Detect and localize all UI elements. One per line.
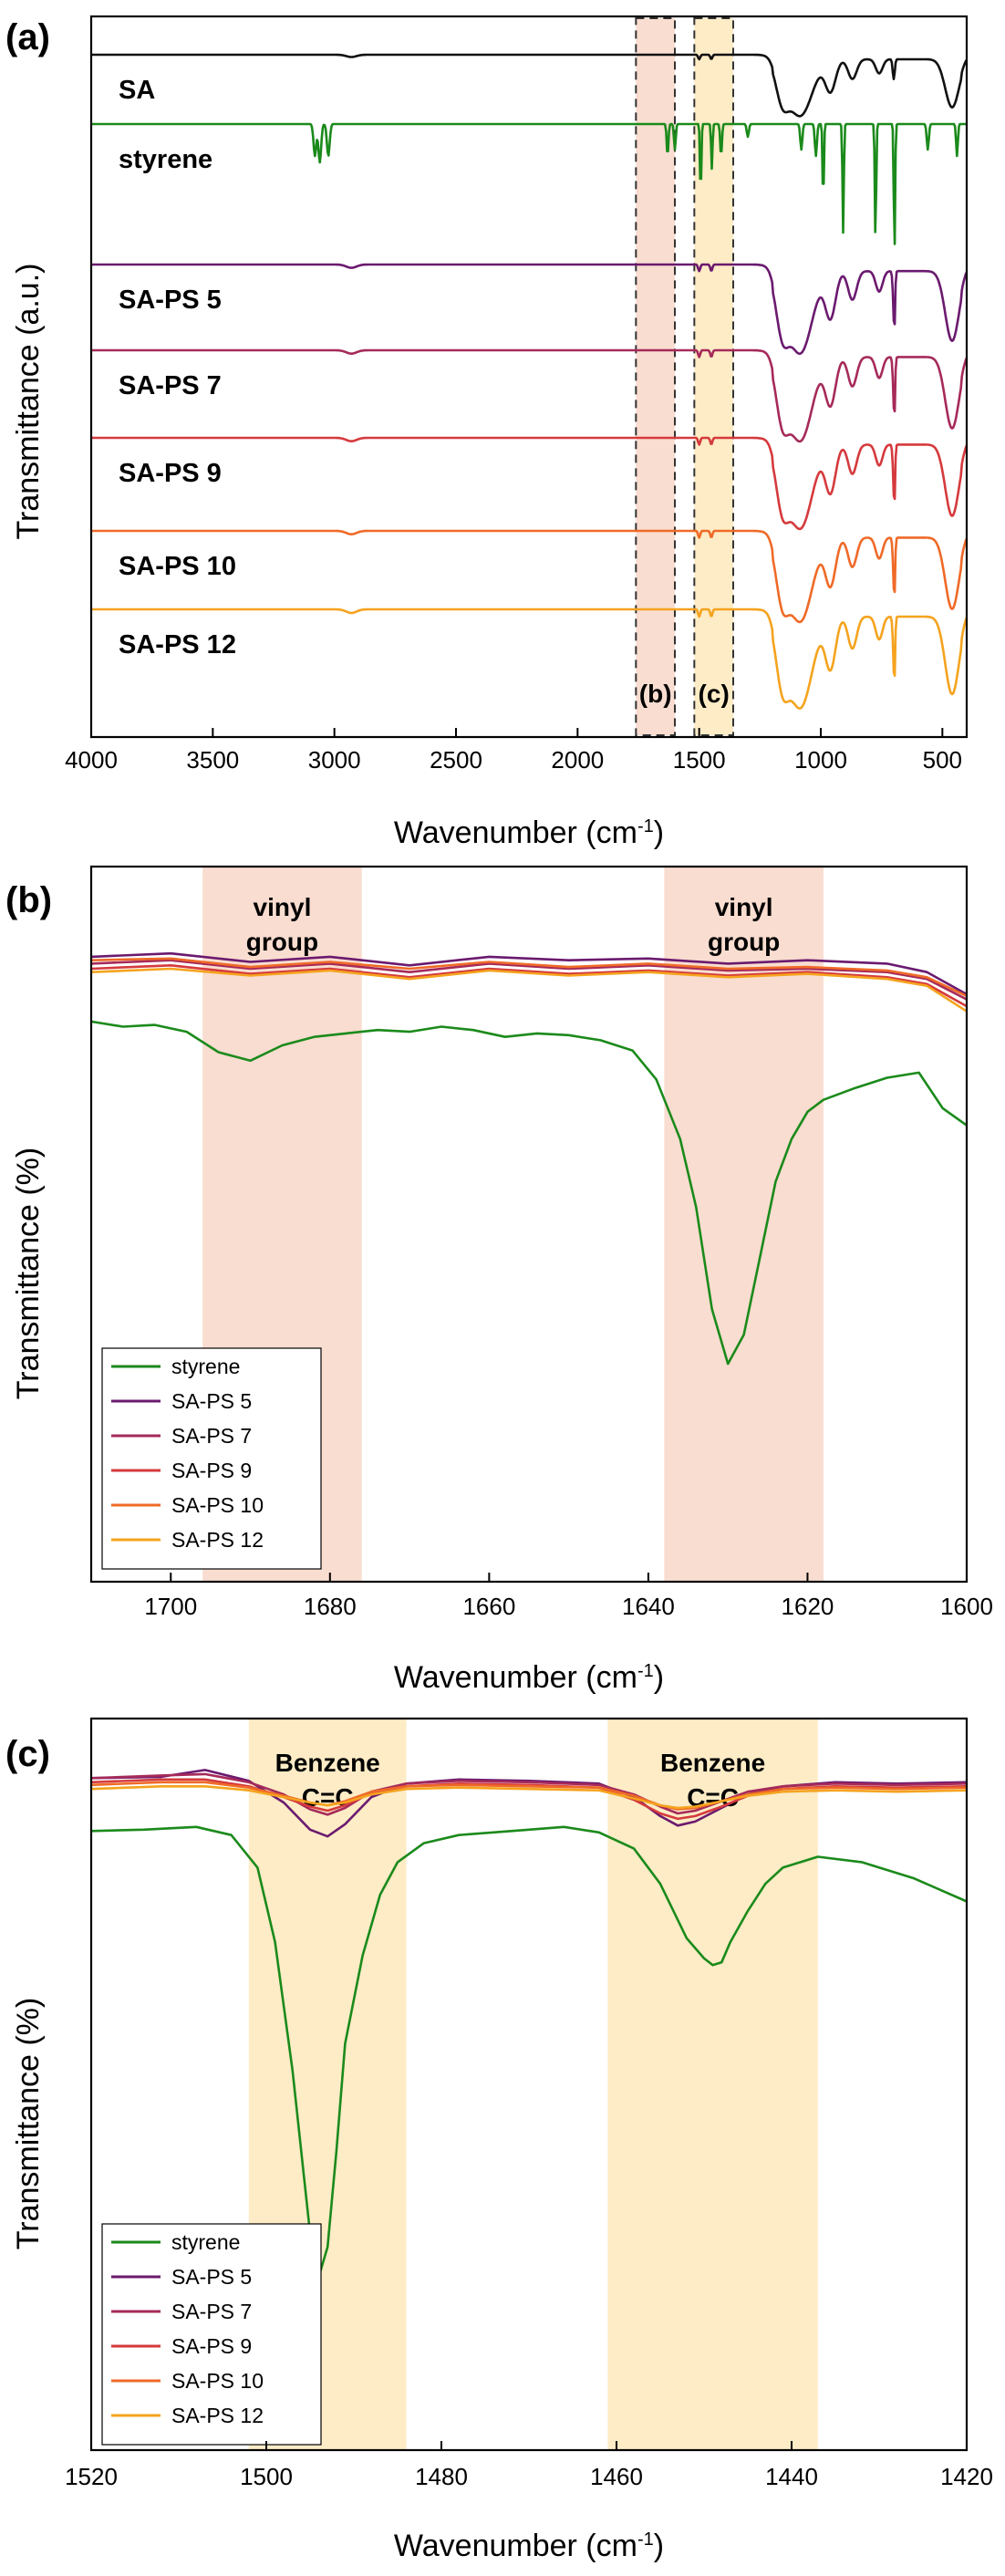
panel-c-legend: styrene SA-PS 5 SA-PS 7 SA-PS 9 SA-PS 10 SA-P…: [101, 2223, 322, 2446]
panel-a-tick-label: 500: [923, 746, 962, 774]
vinyl-band-label-line2-1: group: [708, 928, 780, 956]
panel-c-x-ticks: 1520 1500 1480 1460 1440 1420: [65, 2441, 993, 2490]
panel-b-curves: [90, 951, 968, 1366]
panel-c-curves: [90, 1769, 968, 2279]
panel-c-legend-label-sa-ps-10: SA-PS 10: [171, 2369, 264, 2393]
line-sa-ps-10: [90, 1781, 968, 1811]
series-label-sa-ps-10: SA-PS 10: [119, 552, 236, 581]
panel-a-tick-label: 3500: [186, 746, 239, 774]
panel-c-legend-label-sa-ps-12: SA-PS 12: [171, 2404, 264, 2427]
vinyl-band-1: [664, 867, 824, 1582]
panel-b-legend-label-sa-ps-12: SA-PS 12: [171, 1528, 264, 1552]
panel-a-x-ticks: 4000 3500 3000 2500 2000 1500 1000 500: [65, 728, 962, 774]
line-styrene: [90, 1020, 968, 1366]
panel-c-legend-box: [101, 2223, 322, 2446]
panel-c-label: (c): [5, 1734, 50, 1774]
panel-b-legend-label-sa-ps-9: SA-PS 9: [171, 1459, 252, 1482]
line-sa-ps-7: [90, 1772, 968, 1816]
panel-b-legend-label-styrene: styrene: [171, 1355, 240, 1378]
panel-a-curves: [90, 53, 969, 710]
panel-c-tick-label: 1500: [240, 2463, 293, 2490]
series-label-sa-ps-12: SA-PS 12: [119, 630, 236, 660]
line-styrene: [90, 1825, 968, 2279]
panel-a-tick-label: 2000: [551, 746, 604, 774]
panel-c-tick-label: 1520: [65, 2463, 118, 2490]
panel-a-ylabel: Transmittance (a.u.): [11, 264, 46, 540]
panel-b-legend: styrene SA-PS 5 SA-PS 7 SA-PS 9 SA-PS 10 SA-P…: [101, 1347, 322, 1570]
series-label-sa-ps-9: SA-PS 9: [119, 459, 222, 488]
line-sa-ps-9: [90, 964, 968, 1008]
panel-b-legend-box: [101, 1347, 322, 1570]
panel-b-tick-label: 1640: [622, 1593, 675, 1620]
panel-b-legend-label-sa-ps-5: SA-PS 5: [171, 1389, 252, 1413]
panel-a-tick-label: 4000: [65, 746, 118, 774]
line-sa-ps-10: [90, 957, 968, 998]
panel-b-legend-label-sa-ps-7: SA-PS 7: [171, 1424, 252, 1448]
panel-c-frame: [89, 1717, 969, 2452]
vinyl-band-label-line2-0: group: [246, 928, 318, 956]
series-label-styrene: styrene: [119, 145, 212, 174]
benzene-band-1: [607, 1719, 818, 2450]
panel-c-tick-label: 1460: [590, 2463, 643, 2490]
panel-b-tick-label: 1660: [462, 1593, 515, 1620]
benzene-band-label-line1-1: Benzene: [660, 1749, 765, 1777]
panel-b-tick-label: 1680: [304, 1593, 357, 1620]
panel-a-tick-label: 1500: [673, 746, 726, 774]
panel-a-frame: [89, 15, 969, 739]
spectrum-styrene: [90, 122, 968, 245]
panel-c-tick-label: 1480: [415, 2463, 468, 2490]
panel-b-tick-label: 1600: [940, 1593, 993, 1620]
vinyl-band-label-line1-1: vinyl: [715, 893, 773, 921]
panel-b-xlabel: Wavenumber (cm-1): [394, 1660, 664, 1695]
panel-c-ylabel: Transmittance (%): [11, 1998, 46, 2249]
panel-b-label: (b): [5, 880, 52, 920]
spectrum-sa: [90, 53, 969, 118]
panel-c-legend-label-sa-ps-7: SA-PS 7: [171, 2300, 252, 2323]
line-sa-ps-7: [90, 959, 968, 1001]
panel-a-label: (a): [5, 17, 50, 57]
spectrum-sa-ps-12: [90, 608, 969, 710]
panel-c: (c) Transmittance (%) BenzeneC=CBenzeneC…: [5, 1717, 993, 2563]
series-label-sa-ps-5: SA-PS 5: [119, 286, 222, 315]
panel-b-x-ticks: 1700 1680 1660 1640 1620 1600: [144, 1573, 993, 1620]
spectrum-sa-ps-5: [90, 263, 969, 356]
benzene-band-label-line1-0: Benzene: [275, 1749, 380, 1777]
panel-a-tick-label: 2500: [430, 746, 482, 774]
line-sa-ps-5: [90, 1769, 968, 1838]
line-sa-ps-12: [90, 1785, 968, 1810]
series-label-sa: SA: [119, 76, 155, 105]
panel-b-tick-label: 1620: [782, 1593, 834, 1620]
panel-c-tick-label: 1440: [765, 2463, 818, 2490]
panel-b-tick-label: 1700: [144, 1593, 197, 1620]
panel-a-xlabel: Wavenumber (cm-1): [394, 815, 664, 850]
spectrum-sa-ps-10: [90, 529, 969, 624]
panel-c-tick-label: 1420: [940, 2463, 993, 2490]
panel-c-legend-label-sa-ps-9: SA-PS 9: [171, 2334, 252, 2358]
panel-b-frame: [89, 865, 969, 1584]
panel-b-ylabel: Transmittance (%): [11, 1148, 46, 1399]
panel-a-tick-label: 1000: [794, 746, 847, 774]
vinyl-band-label-line1-0: vinyl: [254, 893, 312, 921]
panel-c-legend-label-sa-ps-5: SA-PS 5: [171, 2265, 252, 2289]
panel-c-xlabel: Wavenumber (cm-1): [394, 2529, 664, 2563]
panel-b-legend-label-sa-ps-10: SA-PS 10: [171, 1493, 264, 1517]
panel-a-tick-label: 3000: [308, 746, 361, 774]
panel-b: (b) Transmittance (%) vinyl group vinyl gro…: [5, 865, 993, 1695]
series-label-sa-ps-7: SA-PS 7: [119, 371, 222, 400]
spectrum-sa-ps-9: [90, 436, 969, 531]
panel-a: (a) Transmittance (a.u.) (b) (c) SA styren…: [5, 15, 969, 850]
spectrum-sa-ps-7: [90, 348, 969, 443]
region-label--b-: (b): [639, 680, 672, 708]
line-sa-ps-12: [90, 967, 968, 1013]
panel-c-legend-label-styrene: styrene: [171, 2230, 240, 2254]
panel-a-series-labels: SA styrene SA-PS 5 SA-PS 7 SA-PS 9 SA-PS 10 SA…: [119, 76, 236, 660]
line-sa-ps-5: [90, 951, 968, 996]
region-label--c-: (c): [699, 680, 730, 708]
